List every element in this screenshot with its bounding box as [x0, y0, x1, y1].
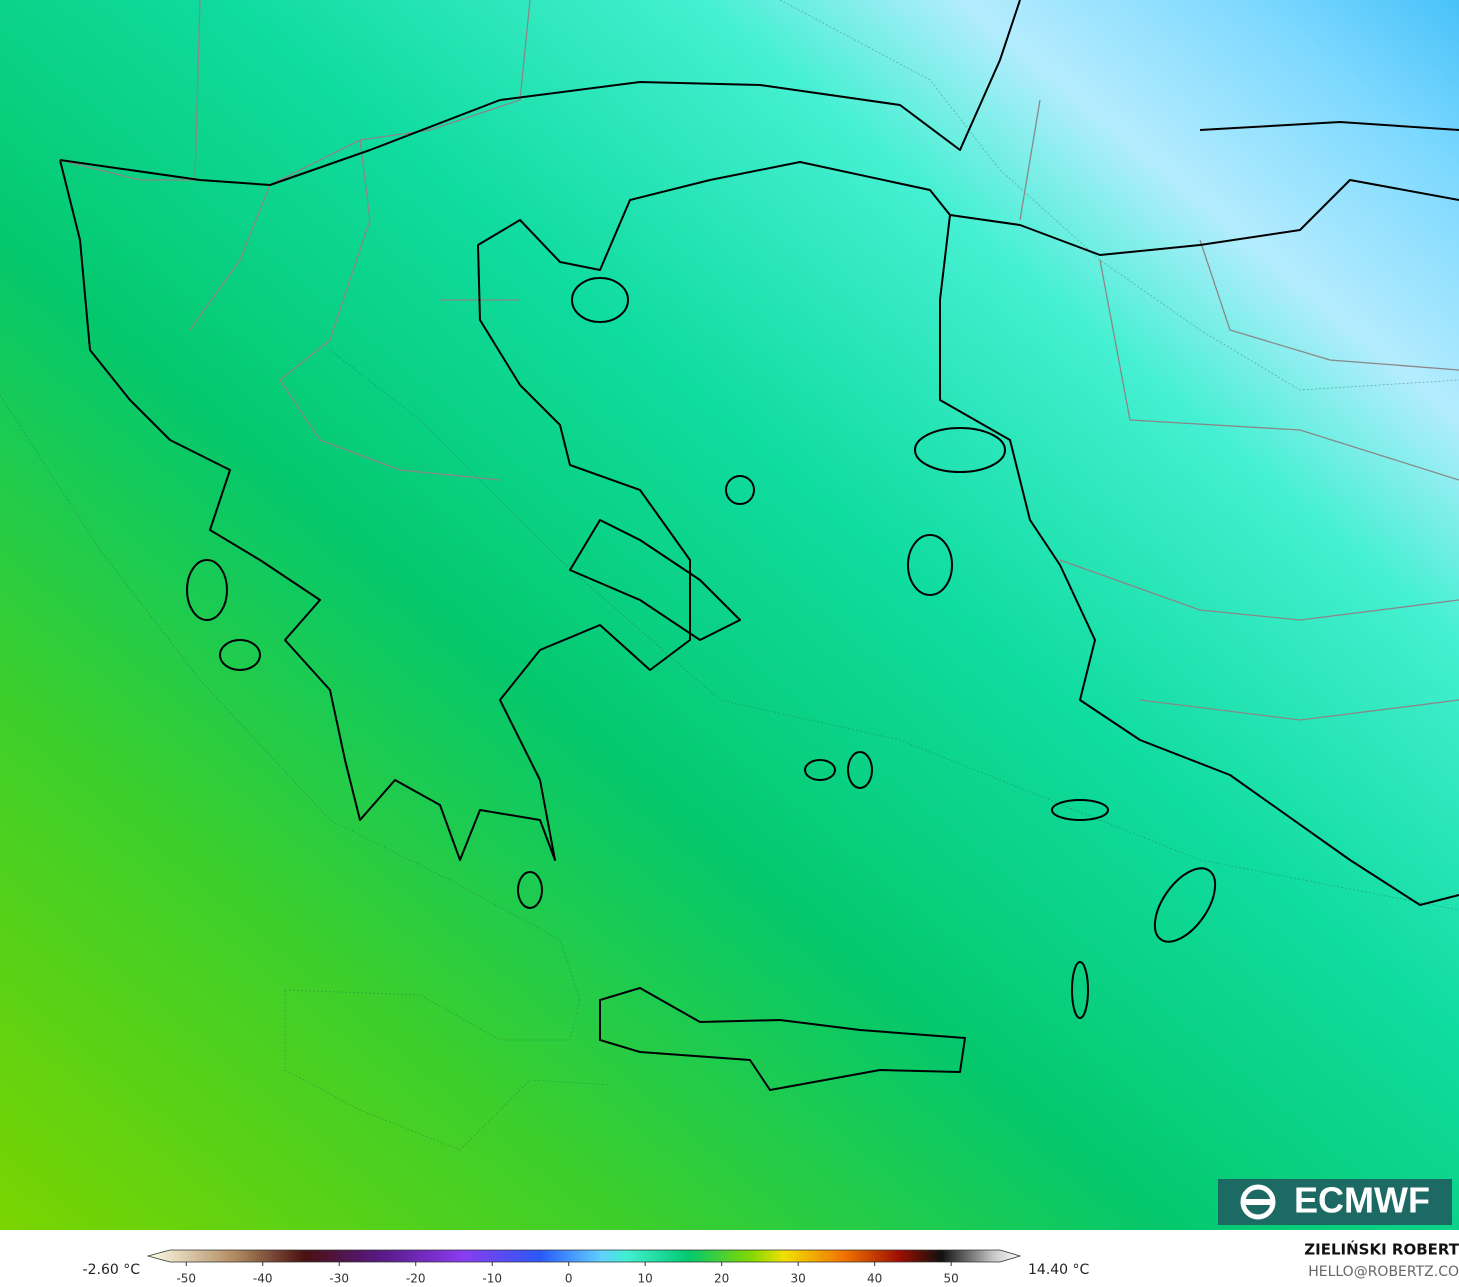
contour	[779, 0, 1459, 391]
author: ZIELIŃSKI ROBERT	[1304, 1240, 1459, 1259]
contour	[329, 349, 1459, 911]
zakynthos	[219, 639, 261, 671]
min-label: -2.60 °C	[83, 1262, 141, 1278]
karpathos	[1071, 961, 1089, 1019]
lesvos	[914, 427, 1006, 473]
rhodes	[1153, 867, 1217, 943]
max-label: 14.40 °C	[1028, 1262, 1090, 1278]
thasos	[571, 277, 629, 323]
coastline	[59, 0, 1459, 906]
logo-icon	[1243, 1199, 1273, 1205]
island	[847, 751, 873, 789]
colorbar-tick-label: 50	[944, 1272, 959, 1286]
contact: HELLO@ROBERTZ.CO	[1308, 1264, 1459, 1280]
colorbar-bar	[146, 1249, 1022, 1263]
kefalonia	[186, 559, 228, 621]
island	[804, 759, 836, 781]
logo: ECMWF	[1218, 1179, 1452, 1225]
contour	[0, 394, 581, 1001]
map: ECMWF	[0, 0, 1459, 1230]
colorbar: -2.60 °C 14.40 °C -50 -40 -30 -20 -10 0 10 20 30…	[83, 1249, 1090, 1286]
colorbar-tick-label: 0	[565, 1272, 573, 1286]
colorbar-tick-label: 30	[791, 1272, 806, 1286]
colorbar-tick-label: -40	[253, 1272, 273, 1286]
colorbar-tick-label: -50	[176, 1272, 196, 1286]
chios	[907, 534, 953, 596]
logo-text: ECMWF	[1294, 1180, 1430, 1221]
contour	[284, 989, 611, 1151]
colorbar-tick-label: 40	[867, 1272, 882, 1286]
colorbar-tick-label: 10	[638, 1272, 653, 1286]
colorbar-tick-label: -10	[482, 1272, 502, 1286]
kos	[1051, 799, 1109, 821]
evia	[569, 519, 741, 641]
skyros	[725, 475, 755, 505]
temperature-field	[0, 0, 1459, 1230]
kythira	[517, 871, 543, 909]
crete	[599, 987, 966, 1091]
colorbar-tick-label: -30	[329, 1272, 349, 1286]
colorbar-tick-label: -20	[406, 1272, 426, 1286]
colorbar-tick-label: 20	[714, 1272, 729, 1286]
